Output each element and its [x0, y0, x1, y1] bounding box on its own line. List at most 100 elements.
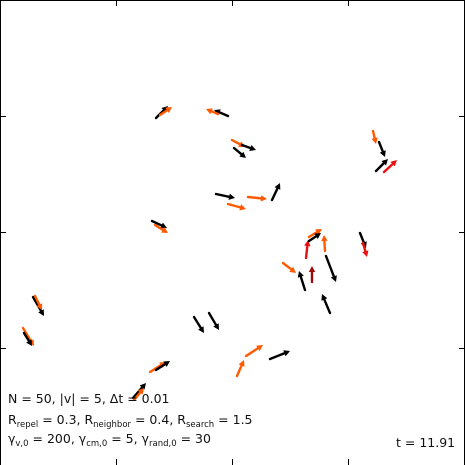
agent-shaft — [33, 294, 41, 306]
agent-shaft — [246, 195, 263, 200]
agent-shaft — [235, 364, 243, 378]
agent-shaft — [22, 331, 31, 343]
agent-arrow-23 — [361, 241, 369, 257]
agent-arrow-19 — [307, 229, 322, 239]
agent-arrow-32 — [22, 331, 32, 346]
agent-head — [165, 107, 172, 113]
agent-arrow-11 — [382, 160, 397, 174]
agent-shaft — [150, 219, 163, 227]
agent-head — [371, 137, 378, 144]
agent-head — [214, 109, 221, 116]
agent-head — [36, 303, 43, 310]
agent-shaft — [232, 146, 243, 156]
agent-shaft — [377, 140, 384, 153]
agent-shaft — [214, 192, 231, 198]
agent-head — [238, 360, 245, 367]
gcm-sub: cm,0 — [86, 439, 107, 449]
agent-shaft — [374, 162, 385, 173]
agent-head — [289, 266, 296, 273]
agent-shaft — [307, 235, 318, 243]
agent-shaft — [154, 363, 167, 372]
agent-head — [26, 339, 32, 346]
agent-head — [239, 151, 246, 158]
search-sub: search — [186, 420, 214, 430]
agent-shaft — [226, 202, 242, 209]
agent-arrow-40 — [131, 383, 146, 400]
agent-head — [198, 326, 204, 333]
agent-arrow-30 — [33, 294, 43, 310]
agent-arrow-26 — [308, 266, 316, 284]
agent-head — [206, 108, 213, 115]
grand-val: = 30 — [177, 431, 211, 446]
agent-shaft — [358, 231, 365, 244]
repel-sub: repel — [17, 420, 39, 430]
agent-shaft — [382, 162, 394, 174]
agent-shaft — [207, 311, 218, 327]
agent-shaft — [244, 347, 260, 358]
agent-arrow-25 — [297, 271, 307, 292]
agent-arrow-2 — [158, 107, 172, 117]
agent-head — [163, 361, 170, 367]
agent-head — [321, 235, 328, 242]
agent-shaft — [131, 386, 144, 400]
agent-head — [321, 294, 328, 301]
agent-shaft — [324, 254, 336, 278]
agent-head — [239, 204, 246, 211]
agent-arrow-7 — [232, 146, 246, 158]
agent-arrow-36 — [268, 350, 290, 361]
agent-arrow-35 — [244, 345, 263, 358]
param-line-3: γv,0 = 200, γcm,0 = 5, γrand,0 = 30 — [8, 431, 211, 449]
agent-head — [274, 183, 281, 190]
agent-arrow-18 — [304, 240, 311, 260]
agent-arrow-10 — [374, 159, 388, 173]
agent-arrow-24 — [281, 261, 296, 273]
gamma-cm: γ — [79, 431, 87, 446]
agent-shaft — [158, 109, 169, 117]
gv-sub: v,0 — [15, 439, 28, 449]
agent-arrow-17 — [153, 223, 168, 233]
agent-shaft — [307, 230, 319, 239]
agent-head — [308, 266, 316, 272]
agent-shaft — [323, 239, 327, 253]
agent-shaft — [21, 326, 33, 343]
agent-head — [330, 275, 337, 282]
agent-shaft — [230, 138, 241, 146]
agent-head — [304, 240, 311, 247]
agent-head — [160, 222, 167, 229]
agent-arrow-29 — [31, 295, 44, 316]
agent-arrow-12 — [214, 192, 235, 200]
neighbor-val: = 0.4, — [131, 412, 177, 427]
agent-shaft — [218, 111, 230, 118]
agent-shaft — [210, 110, 220, 116]
agent-head — [213, 323, 219, 330]
agent-arrow-13 — [226, 202, 246, 211]
agent-shaft — [361, 241, 367, 253]
agent-arrow-28 — [321, 294, 332, 315]
search-val: = 1.5 — [214, 412, 252, 427]
agent-shaft — [148, 363, 163, 374]
agent-arrow-34 — [207, 311, 219, 330]
agent-shaft — [270, 187, 279, 202]
time-label: t = 11.91 — [396, 435, 455, 450]
gcm-val: = 5, — [107, 431, 141, 446]
gamma-v: γ — [8, 431, 16, 446]
r-search: R — [177, 412, 186, 427]
agent-arrow-20 — [307, 233, 321, 243]
agent-head — [314, 233, 321, 239]
agent-arrow-16 — [150, 219, 167, 229]
param-line-2: Rrepel = 0.3, Rneighbor = 0.4, Rsearch =… — [8, 412, 253, 430]
agent-arrow-33 — [192, 315, 204, 333]
agent-arrow-4 — [206, 108, 220, 116]
agent-head — [315, 229, 322, 235]
agent-arrow-21 — [321, 235, 328, 253]
agent-arrow-6 — [240, 143, 256, 151]
agent-head — [139, 383, 146, 390]
agent-head — [137, 388, 144, 395]
agent-arrow-9 — [377, 140, 386, 157]
agent-shaft — [31, 295, 43, 313]
agent-shaft — [132, 391, 142, 402]
agent-head — [362, 250, 369, 257]
agent-arrows — [21, 106, 397, 402]
